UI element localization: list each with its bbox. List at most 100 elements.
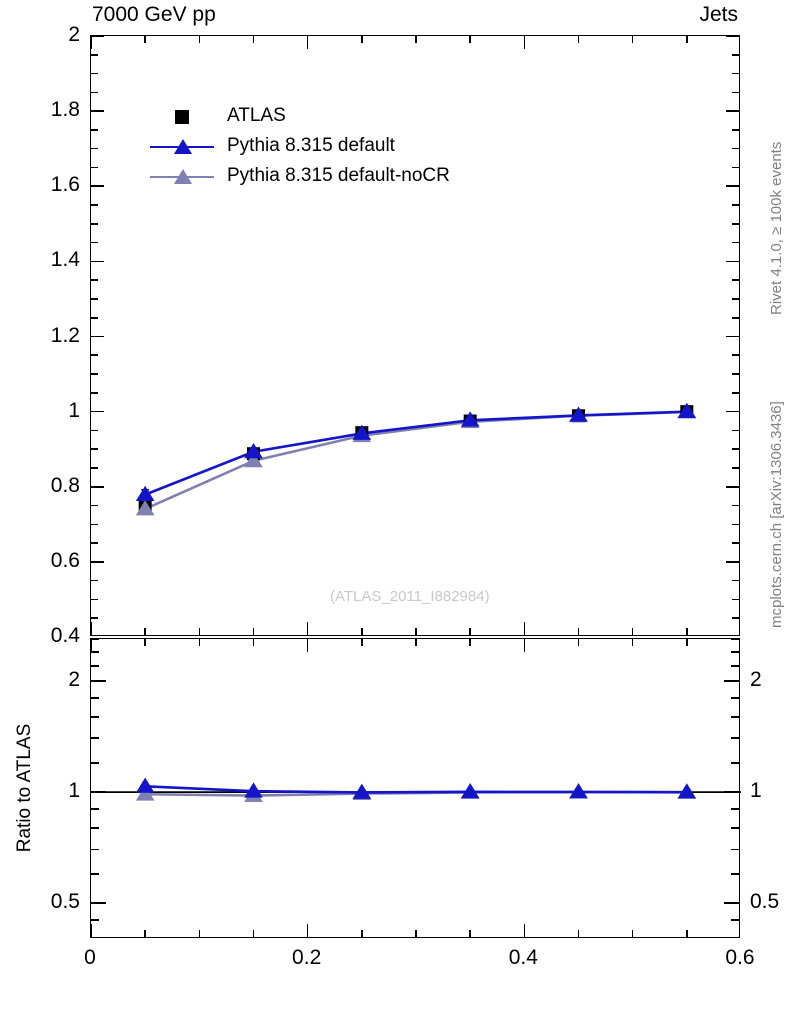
- axis-tick: [252, 639, 255, 646]
- axis-tick: [731, 919, 739, 921]
- axis-tick: [91, 523, 98, 526]
- ratio-plot-curves: [91, 777, 741, 802]
- axis-tick: [91, 72, 98, 75]
- axis-tick: [732, 72, 739, 75]
- axis-tick: [724, 680, 739, 682]
- axis-tick: [726, 260, 739, 263]
- axis-tick: [91, 919, 99, 921]
- axis-tick: [91, 279, 98, 281]
- axis-tick: [91, 316, 98, 319]
- axis-tick: [91, 561, 104, 563]
- axis-tick: [686, 36, 688, 43]
- axis-tick: [732, 373, 739, 375]
- legend-label-1: Pythia 8.315 default: [227, 135, 395, 156]
- axis-tick: [91, 579, 98, 582]
- y-tick-label: 1.6: [50, 173, 80, 197]
- axis-tick: [577, 639, 580, 646]
- axis-tick: [144, 639, 146, 646]
- axis-tick: [523, 924, 526, 937]
- y-tick-label: 0.8: [50, 473, 80, 497]
- axis-tick: [732, 204, 739, 206]
- axis-tick: [198, 36, 201, 43]
- axis-tick: [731, 716, 739, 718]
- axis-tick: [91, 924, 92, 937]
- x-tick-label: 0.4: [508, 946, 538, 969]
- axis-tick: [91, 185, 104, 188]
- axis-tick: [91, 260, 104, 263]
- axis-tick: [686, 639, 688, 646]
- axis-tick: [91, 716, 99, 718]
- axis-tick: [726, 335, 739, 338]
- axis-tick: [732, 166, 739, 169]
- axis-tick: [523, 622, 526, 635]
- axis-tick: [686, 628, 688, 635]
- axis-tick: [732, 579, 739, 582]
- axis-tick: [523, 36, 526, 49]
- legend-marker-square-icon: [175, 110, 189, 124]
- y-tick-label: 1: [68, 398, 80, 422]
- axis-tick: [91, 241, 98, 244]
- axis-tick: [732, 617, 739, 619]
- ratio-y-tick-label: 1: [68, 779, 80, 803]
- axis-tick: [577, 628, 580, 635]
- axis-tick: [91, 223, 98, 225]
- axis-tick: [631, 628, 634, 635]
- axis-tick: [731, 697, 739, 699]
- axis-tick: [732, 223, 739, 225]
- axis-tick: [91, 737, 99, 739]
- axis-tick: [732, 91, 739, 94]
- axis-tick: [252, 930, 255, 937]
- axis-tick: [415, 930, 417, 937]
- axis-tick: [732, 392, 739, 394]
- y-tick-label: 0.4: [50, 624, 80, 647]
- axis-tick: [731, 737, 739, 739]
- axis-tick: [306, 622, 309, 635]
- axis-tick: [91, 392, 98, 394]
- axis-tick: [91, 91, 98, 94]
- axis-tick: [361, 36, 363, 43]
- axis-tick: [91, 680, 106, 682]
- axis-tick: [91, 129, 98, 131]
- axis-tick: [732, 279, 739, 281]
- axis-tick: [144, 628, 146, 635]
- axis-tick: [631, 36, 634, 43]
- axis-tick: [91, 147, 98, 150]
- y-tick-label: 1.2: [50, 323, 80, 347]
- axis-tick: [731, 827, 739, 829]
- axis-tick: [724, 902, 739, 905]
- ratio-plot-panel: [90, 638, 741, 938]
- axis-tick: [91, 429, 98, 432]
- axis-tick: [732, 598, 739, 601]
- axis-tick: [732, 129, 739, 131]
- axis-tick: [252, 36, 255, 43]
- axis-tick: [731, 848, 739, 851]
- ratio-y-tick-label: 0.5: [50, 890, 80, 914]
- axis-tick: [91, 373, 98, 375]
- ratio-y-tick-label: 2: [68, 668, 80, 692]
- axis-tick: [731, 664, 739, 667]
- mcplots-source-caption: mcplots.cern.ch [arXiv:1306.3436]: [768, 401, 785, 628]
- axis-tick: [91, 354, 98, 357]
- axis-tick: [726, 485, 739, 488]
- axis-tick: [306, 36, 309, 49]
- axis-tick: [469, 930, 471, 937]
- axis-tick: [631, 930, 634, 937]
- axis-tick: [306, 924, 309, 937]
- axis-tick: [726, 36, 739, 37]
- legend-marker-triangle-icon: [174, 169, 192, 184]
- axis-tick: [686, 930, 688, 937]
- axis-tick: [91, 166, 98, 169]
- analysis-id-watermark: (ATLAS_2011_I882984): [330, 588, 490, 605]
- axis-tick: [415, 639, 417, 646]
- axis-tick: [91, 504, 98, 507]
- axis-tick: [91, 848, 99, 851]
- main-panel-ticks: [91, 36, 739, 635]
- axis-tick: [726, 561, 739, 563]
- axis-tick: [306, 639, 309, 652]
- axis-tick: [91, 298, 98, 300]
- axis-tick: [198, 639, 201, 646]
- axis-tick: [732, 53, 739, 56]
- axis-tick: [731, 762, 739, 764]
- axis-tick: [91, 410, 104, 413]
